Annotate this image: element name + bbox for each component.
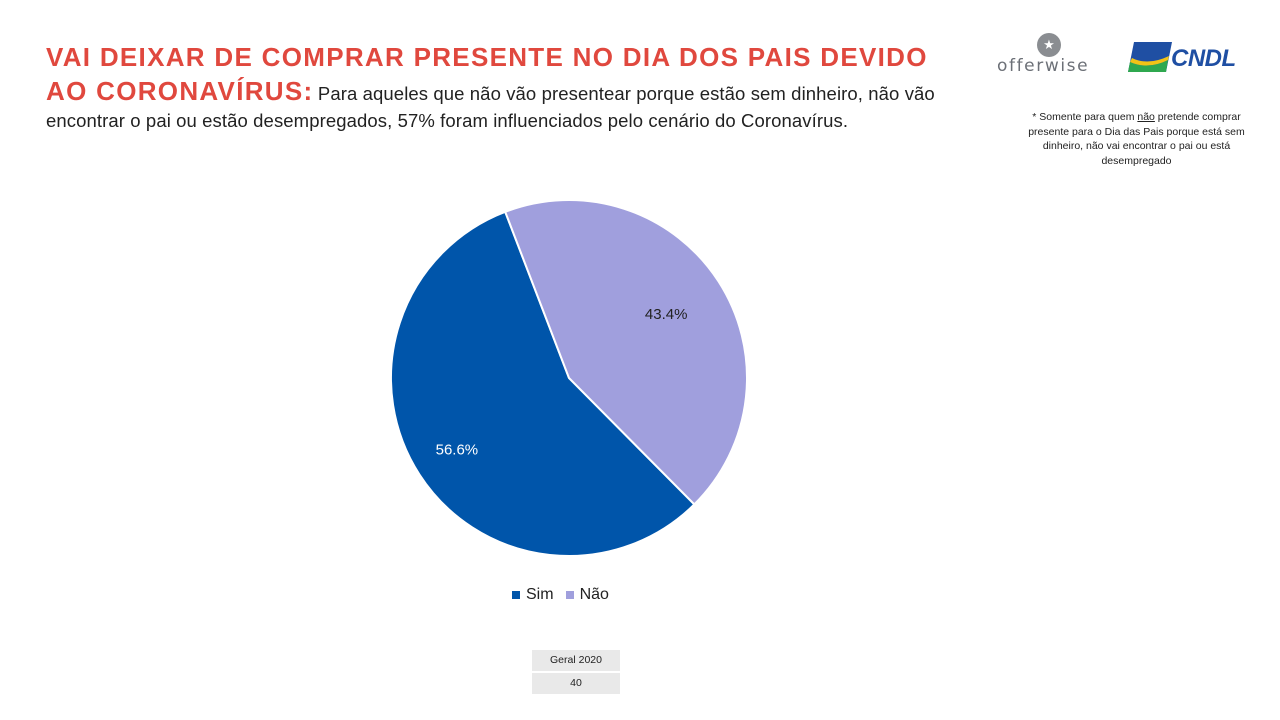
footnote: * Somente para quem não pretende comprar… xyxy=(1024,110,1249,168)
headline-title: VAI DEIXAR DE COMPRAR PRESENTE NO DIA DO… xyxy=(46,42,928,107)
chart-legend: Sim Não xyxy=(512,586,609,604)
base-table: Geral 2020 40 xyxy=(532,650,620,694)
data-label-sim: 56.6% xyxy=(436,441,479,458)
offerwise-logo-text: offerwise xyxy=(997,56,1090,76)
data-label-nao: 43.4% xyxy=(645,306,688,323)
legend-item-sim: Sim xyxy=(512,586,554,604)
legend-item-nao: Não xyxy=(565,586,609,604)
offerwise-logo: ★ offerwise xyxy=(995,32,1105,80)
legend-swatch-sim xyxy=(512,591,520,599)
footnote-part1: * Somente para quem xyxy=(1032,111,1138,123)
base-table-label: Geral 2020 xyxy=(532,650,620,671)
legend-swatch-nao xyxy=(565,591,574,599)
pie-slice-sim xyxy=(390,210,696,557)
pie-slice-nao xyxy=(503,199,748,506)
cndl-logo-text: CNDL xyxy=(1171,45,1236,72)
headline: VAI DEIXAR DE COMPRAR PRESENTE NO DIA DO… xyxy=(46,40,976,133)
footnote-part2: pretende comprar presente para o Dia das… xyxy=(1028,111,1245,167)
legend-label-nao: Não xyxy=(579,586,609,603)
base-table-value: 40 xyxy=(532,673,620,694)
headline-body: Para aqueles que não vão presentear porq… xyxy=(46,83,935,131)
logos: ★ offerwise CNDL xyxy=(995,32,1245,82)
cndl-logo: CNDL xyxy=(1128,40,1243,76)
legend-label-sim: Sim xyxy=(526,586,554,603)
cndl-emblem-icon xyxy=(1128,42,1172,72)
footnote-underlined: não xyxy=(1137,111,1155,123)
offerwise-emblem-icon: ★ xyxy=(1037,33,1061,57)
